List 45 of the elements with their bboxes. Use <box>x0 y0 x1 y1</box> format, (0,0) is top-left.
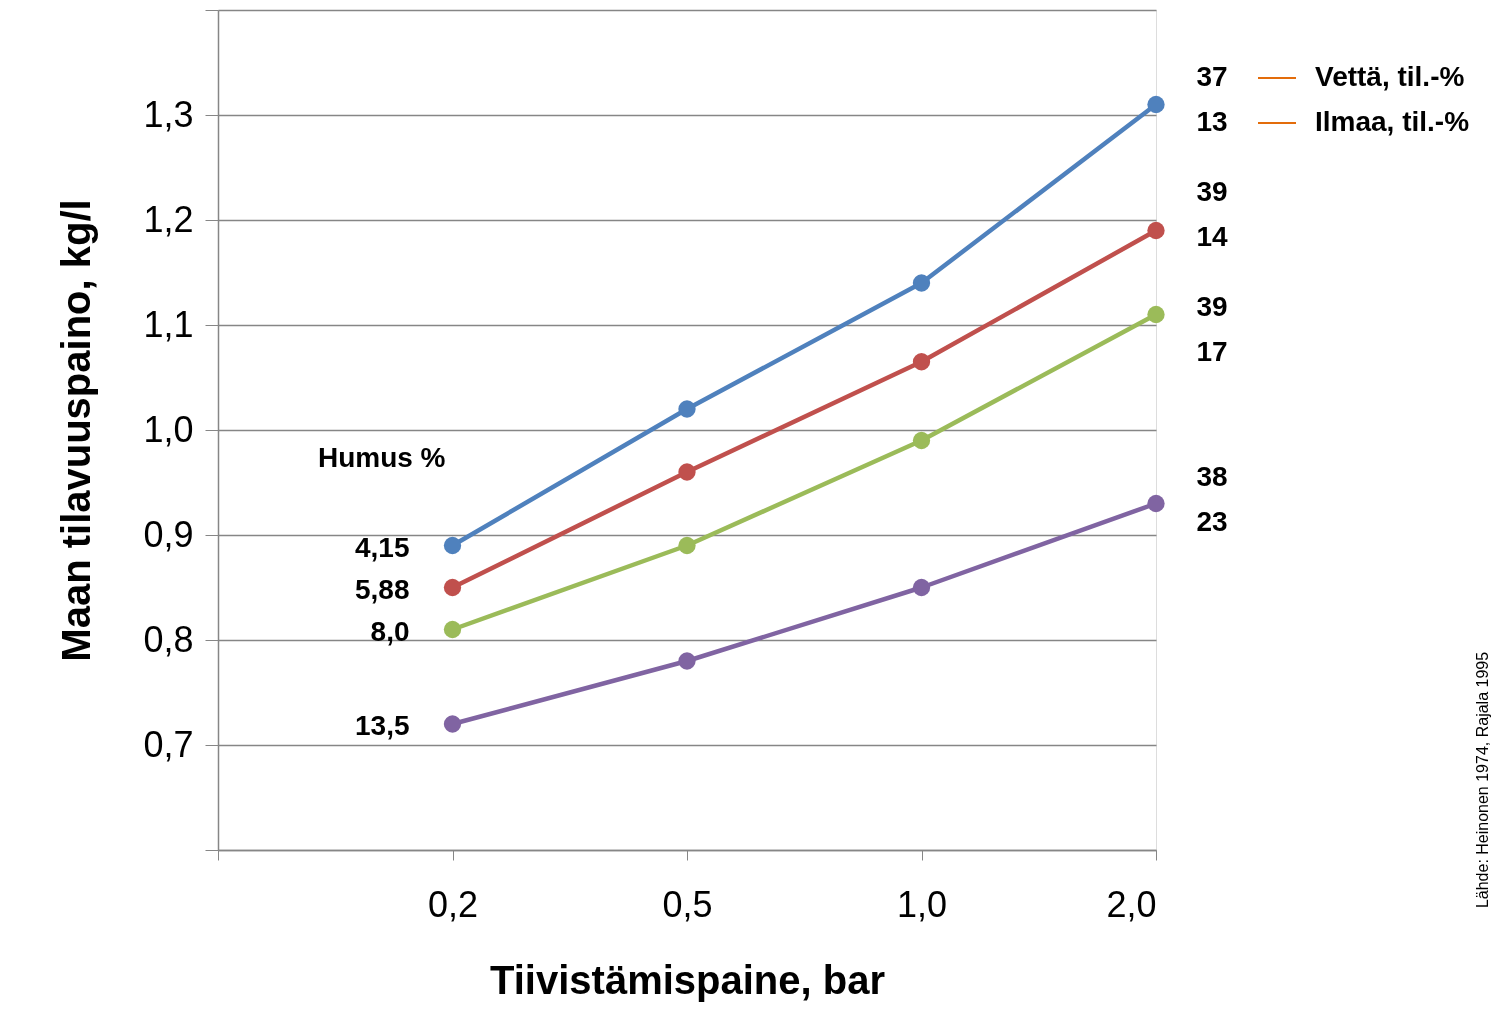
y-tick-label: 0,9 <box>143 513 194 555</box>
point <box>1147 305 1165 324</box>
text: 39 <box>1196 291 1228 322</box>
y-tick-label: 1,3 <box>143 93 194 135</box>
legend-title: Humus % <box>317 441 446 473</box>
text: Vettä, til.-% <box>1315 61 1465 92</box>
x-tick-label: 1,0 <box>896 883 948 925</box>
series-label: 8,0 <box>370 615 410 647</box>
text: Lähde: Heinonen 1974, Rajala 1995 <box>1474 651 1491 909</box>
point <box>678 536 696 555</box>
y-tick-label: 0,7 <box>143 723 194 765</box>
series-label: 4,15 <box>355 531 410 563</box>
point <box>678 400 696 418</box>
text: 37 <box>1196 61 1228 92</box>
x-axis-title: Tiivistämispaine, bar <box>490 957 885 1002</box>
point <box>678 463 696 481</box>
x-tick-label: 2,0 <box>1106 883 1157 925</box>
point <box>443 620 462 639</box>
series-label: 13,5 <box>355 710 410 741</box>
text: 14 <box>1196 221 1228 252</box>
point <box>1147 221 1165 240</box>
text: Ilmaa, til.-% <box>1315 106 1470 137</box>
text: 17 <box>1196 336 1228 367</box>
text: 39 <box>1196 176 1228 207</box>
text: 13 <box>1196 106 1228 137</box>
y-tick-label: 1,2 <box>143 198 194 240</box>
point <box>912 274 931 292</box>
y-tick-label: 1,0 <box>143 408 194 450</box>
point <box>1147 95 1165 114</box>
point <box>912 353 931 371</box>
point <box>678 652 696 670</box>
point <box>443 578 462 597</box>
y-tick-label: 1,1 <box>143 303 194 345</box>
y-axis-title: Maan tilavuuspaino, kg/l <box>54 199 99 662</box>
series-label: 5,88 <box>355 573 410 605</box>
text: 23 <box>1196 506 1228 537</box>
x-tick-label: 0,5 <box>662 883 713 925</box>
point <box>443 536 462 555</box>
point <box>912 431 931 450</box>
text: 38 <box>1196 461 1228 492</box>
point <box>443 715 462 733</box>
x-tick-label: 0,2 <box>427 883 479 925</box>
y-tick-label: 0,8 <box>143 618 194 660</box>
point <box>1147 494 1165 513</box>
point <box>912 578 931 597</box>
